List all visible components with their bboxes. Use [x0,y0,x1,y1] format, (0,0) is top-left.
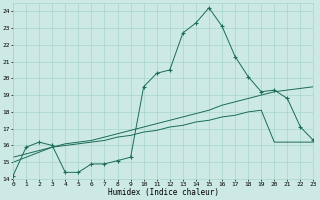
X-axis label: Humidex (Indice chaleur): Humidex (Indice chaleur) [108,188,219,197]
